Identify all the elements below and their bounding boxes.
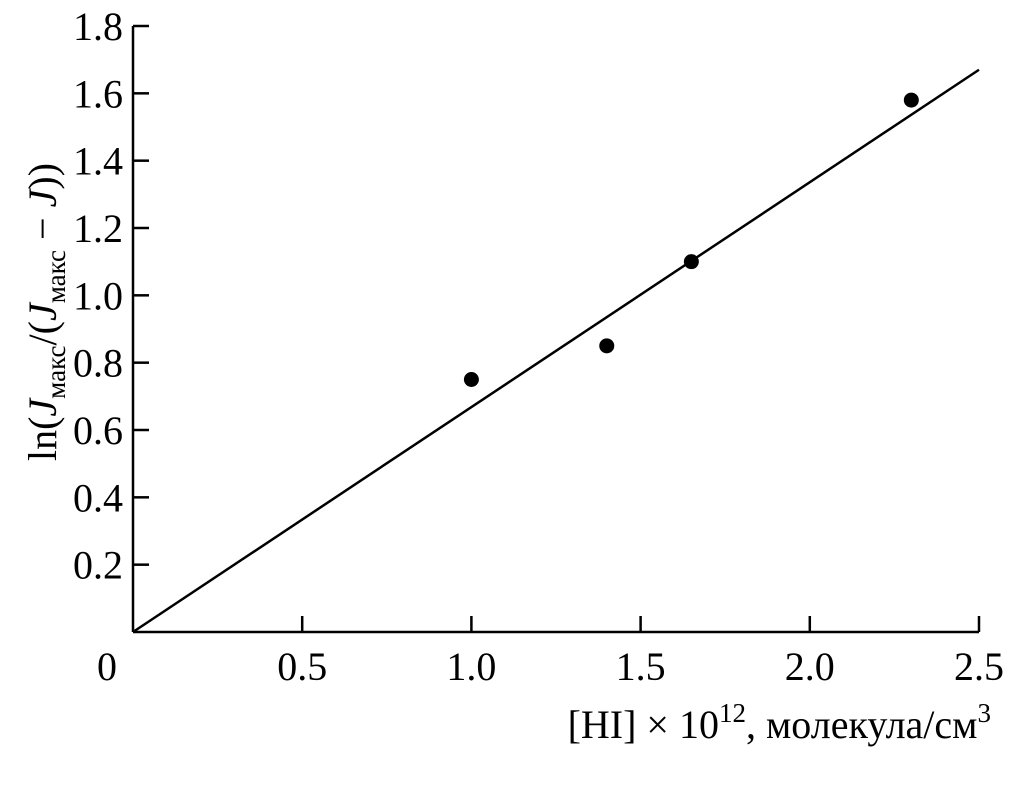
y-tick-label: 1.4: [73, 139, 123, 184]
y-tick-label: 0.4: [73, 475, 123, 520]
y-axis-label-j2: J: [20, 301, 65, 321]
y-axis-label-sub1: макс: [41, 345, 71, 398]
y-tick-label: 0.6: [73, 408, 123, 453]
x-tick-label: 0: [97, 644, 117, 689]
y-tick-label: 1.2: [73, 206, 123, 251]
y-tick-label: 0.8: [73, 341, 123, 386]
y-axis-label-part2: /(: [20, 321, 65, 345]
axes: [131, 26, 979, 634]
data-point: [683, 254, 699, 270]
y-tick-label: 1.8: [73, 4, 123, 49]
y-axis-label-part3: −: [20, 207, 65, 250]
x-axis-label-unit: , молекула/см: [746, 702, 978, 747]
data-point: [903, 92, 919, 108]
x-tick-label: 2.5: [954, 644, 1004, 689]
x-axis-label-prefix: [HI] × 10: [568, 702, 719, 747]
x-tick-label: 2.0: [785, 644, 835, 689]
x-ticks: 0 0.5 1.0 1.5 2.0 2.5: [97, 616, 1004, 689]
y-axis-label-j3: J: [20, 187, 65, 207]
y-tick-label: 0.2: [73, 543, 123, 588]
x-tick-label: 0.5: [277, 644, 327, 689]
y-axis-label-part4: )): [20, 163, 65, 190]
data-points: [463, 92, 919, 387]
x-tick-label: 1.0: [446, 644, 496, 689]
fit-line: [132, 68, 980, 634]
y-tick-label: 1.0: [73, 273, 123, 318]
y-axis-label: ln(Jмакс/(Jмакс − J)): [20, 163, 71, 461]
x-axis-label-exponent: 12: [719, 698, 746, 728]
x-axis-label-unit-exponent: 3: [978, 698, 992, 728]
data-point: [463, 372, 479, 387]
y-axis-label-sub2: макс: [41, 250, 71, 303]
x-axis-label: [HI] × 1012, молекула/см3: [568, 698, 991, 747]
data-point: [599, 338, 615, 354]
y-tick-label: 1.6: [73, 71, 123, 116]
x-tick-label: 1.5: [616, 644, 666, 689]
y-ticks: 0.2 0.4 0.6 0.8 1.0 1.2 1.4 1.6 1.8: [73, 4, 149, 588]
y-axis-label-j1: J: [20, 397, 65, 417]
y-axis-label-part1: ln(: [20, 417, 65, 461]
